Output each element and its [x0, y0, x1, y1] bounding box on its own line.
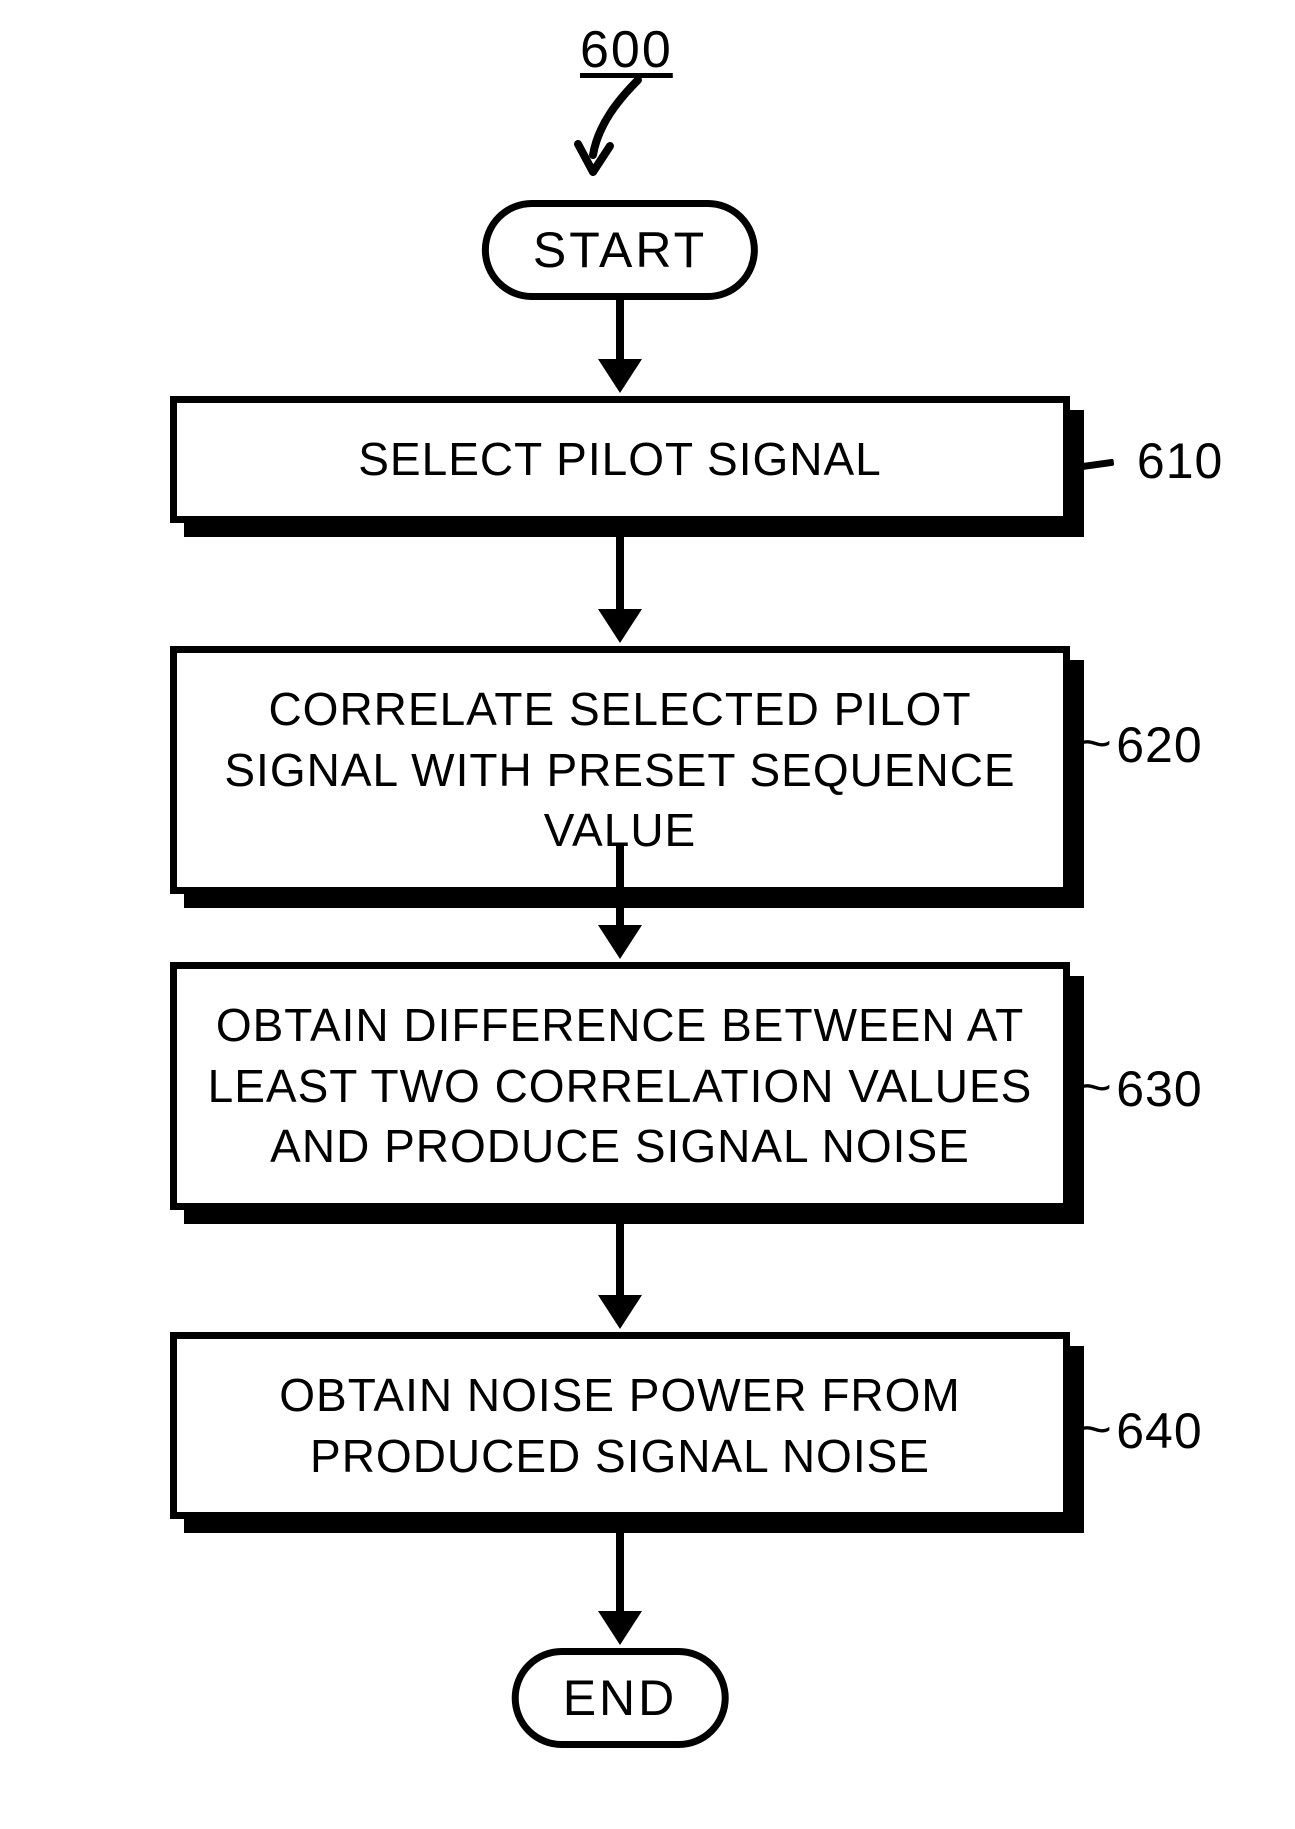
arrow-start-to-610	[598, 300, 642, 393]
tilde-icon: ~	[1077, 1058, 1113, 1116]
step-620-id-text: 620	[1116, 717, 1202, 773]
step-610-id-text: 610	[1137, 433, 1223, 489]
arrow-640-to-end	[598, 1532, 642, 1645]
start-terminator: START	[482, 200, 758, 300]
tilde-icon: ~	[1077, 714, 1113, 772]
tilde-icon: ~	[1077, 1400, 1113, 1458]
step-640-id-text: 640	[1116, 1403, 1202, 1459]
step-630-text: OBTAIN DIFFERENCE BETWEEN AT LEAST TWO C…	[193, 995, 1047, 1177]
ref-pointer-arrow	[548, 70, 668, 200]
step-640-id: ~640	[1080, 1402, 1203, 1460]
step-620-text: CORRELATE SELECTED PILOT SIGNAL WITH PRE…	[193, 679, 1047, 861]
arrow-610-to-620	[598, 530, 642, 643]
step-620-id: ~620	[1080, 716, 1203, 774]
arrow-630-to-640	[598, 1216, 642, 1329]
step-610-text: SELECT PILOT SIGNAL	[358, 429, 882, 490]
step-630: OBTAIN DIFFERENCE BETWEEN AT LEAST TWO C…	[170, 962, 1070, 1210]
step-630-id: ~630	[1080, 1060, 1203, 1118]
step-630-id-text: 630	[1116, 1061, 1202, 1117]
step-640-text: OBTAIN NOISE POWER FROM PRODUCED SIGNAL …	[193, 1365, 1047, 1486]
step-610: SELECT PILOT SIGNAL	[170, 396, 1070, 523]
step-610-id: 610	[1080, 432, 1223, 490]
step-630-box: OBTAIN DIFFERENCE BETWEEN AT LEAST TWO C…	[170, 962, 1070, 1210]
arrow-620-to-630	[598, 846, 642, 959]
step-640-box: OBTAIN NOISE POWER FROM PRODUCED SIGNAL …	[170, 1332, 1070, 1519]
step-610-box: SELECT PILOT SIGNAL	[170, 396, 1070, 523]
end-terminator: END	[512, 1648, 729, 1748]
step-640: OBTAIN NOISE POWER FROM PRODUCED SIGNAL …	[170, 1332, 1070, 1519]
